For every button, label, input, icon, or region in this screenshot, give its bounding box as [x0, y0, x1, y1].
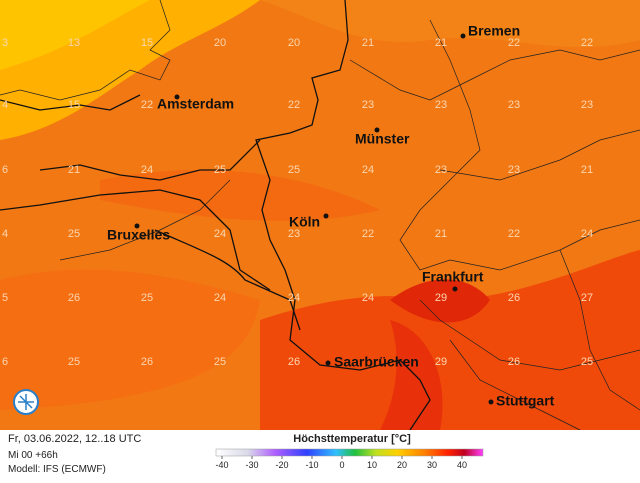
colorbar-tick-label: -30 — [245, 460, 258, 470]
grid-value: 26 — [508, 292, 520, 304]
grid-value: 26 — [68, 292, 80, 304]
grid-value: 21 — [68, 164, 80, 176]
grid-value: 24 — [362, 164, 374, 176]
grid-value: 23 — [288, 228, 300, 240]
city-dot — [460, 33, 466, 39]
city-dot — [134, 223, 140, 229]
city-label: Bruxelles — [107, 227, 170, 243]
city-dot — [374, 127, 380, 133]
grid-value: 22 — [141, 99, 153, 111]
grid-value: 26 — [141, 356, 153, 368]
grid-value: 25 — [214, 164, 226, 176]
colorbar-tick-label: 30 — [427, 460, 437, 470]
grid-value: 24 — [214, 292, 226, 304]
grid-value: 24 — [141, 164, 153, 176]
grid-value: 22 — [508, 228, 520, 240]
city-label: Frankfurt — [422, 269, 484, 285]
logo — [13, 389, 39, 415]
valid-time: Fr, 03.06.2022, 12..18 UTC — [8, 433, 141, 445]
grid-value: 22 — [288, 99, 300, 111]
grid-value: 29 — [435, 356, 447, 368]
grid-value: 24 — [581, 228, 593, 240]
grid-values: 3 13 15 20 20 21 21 22 22 4 15 22 22 23 23 23 23 6 21 24 25 2… — [2, 37, 593, 368]
colorbar-scale — [215, 448, 484, 457]
cities: Bremen Amsterdam Münster Köln Bruxelles Frank… — [107, 23, 555, 409]
grid-value: 23 — [581, 99, 593, 111]
grid-value: 20 — [288, 37, 300, 49]
colorbar-tick-label: -20 — [275, 460, 288, 470]
grid-value: 5 — [2, 292, 8, 304]
grid-value: 24 — [288, 292, 300, 304]
grid-value: 21 — [581, 164, 593, 176]
grid-value: 25 — [68, 356, 80, 368]
city-dot — [174, 94, 180, 100]
city-label: Amsterdam — [157, 96, 234, 112]
city-label: Münster — [355, 131, 410, 147]
grid-value: 23 — [508, 99, 520, 111]
colorbar-tick-label: 20 — [397, 460, 407, 470]
grid-value: 6 — [2, 164, 8, 176]
grid-value: 6 — [2, 356, 8, 368]
grid-value: 22 — [508, 37, 520, 49]
colorbar-tick-label: 40 — [457, 460, 467, 470]
city-label: Bremen — [468, 23, 520, 39]
colorbar-tick-label: -40 — [215, 460, 228, 470]
grid-value: 15 — [141, 37, 153, 49]
model: Modell: IFS (ECMWF) — [8, 464, 106, 475]
city-label: Stuttgart — [496, 393, 555, 409]
grid-value: 3 — [2, 37, 8, 49]
grid-value: 13 — [68, 37, 80, 49]
grid-value: 24 — [214, 228, 226, 240]
grid-value: 29 — [435, 292, 447, 304]
map: 3 13 15 20 20 21 21 22 22 4 15 22 22 23 23 23 23 6 21 24 25 2… — [0, 0, 640, 431]
grid-value: 25 — [141, 292, 153, 304]
grid-value: 24 — [362, 292, 374, 304]
grid-value: 22 — [581, 37, 593, 49]
grid-value: 4 — [2, 99, 8, 111]
grid-value: 20 — [214, 37, 226, 49]
grid-value: 26 — [288, 356, 300, 368]
grid-value: 21 — [435, 228, 447, 240]
colorbar-tick-label: 0 — [339, 460, 344, 470]
city-label: Saarbrücken — [334, 354, 419, 370]
legend-title: Höchsttemperatur [°C] — [293, 433, 411, 445]
city-dot — [323, 213, 329, 219]
grid-value: 25 — [288, 164, 300, 176]
grid-value: 25 — [581, 356, 593, 368]
grid-value: 26 — [508, 356, 520, 368]
city-dot — [325, 360, 331, 366]
grid-value: 23 — [435, 99, 447, 111]
colorbar: -40 -30 -20 -10 0 10 20 30 40 — [215, 448, 484, 470]
grid-value: 23 — [508, 164, 520, 176]
grid-value: 4 — [2, 228, 8, 240]
grid-value: 25 — [214, 356, 226, 368]
grid-value: 21 — [435, 37, 447, 49]
city-dot — [452, 286, 458, 292]
grid-value: 22 — [362, 228, 374, 240]
grid-value: 23 — [435, 164, 447, 176]
grid-value: 25 — [68, 228, 80, 240]
city-dot — [488, 399, 494, 405]
run-time: Mi 00 +66h — [8, 450, 58, 461]
colorbar-tick-label: -10 — [305, 460, 318, 470]
grid-value: 23 — [362, 99, 374, 111]
grid-value: 21 — [362, 37, 374, 49]
colorbar-tick-label: 10 — [367, 460, 377, 470]
grid-value: 27 — [581, 292, 593, 304]
grid-value: 15 — [68, 99, 80, 111]
city-label: Köln — [289, 214, 320, 230]
